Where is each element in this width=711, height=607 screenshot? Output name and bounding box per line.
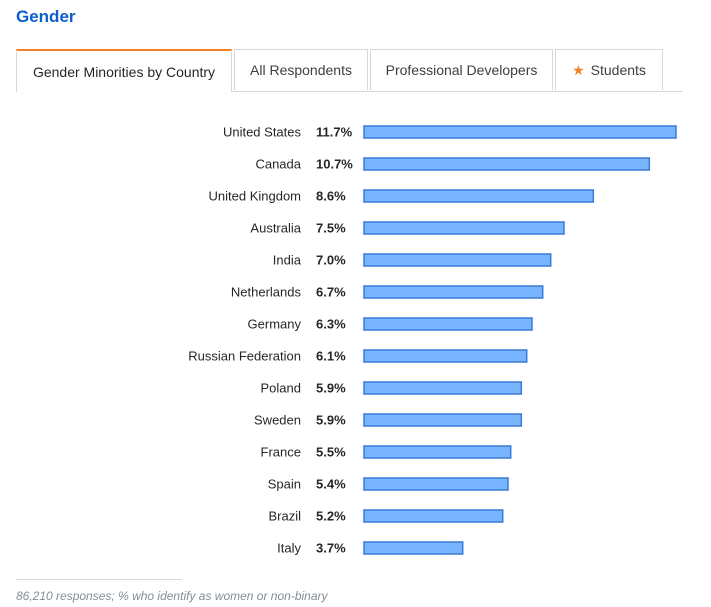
country-label-canada: Canada (255, 157, 301, 172)
bar-sweden (363, 413, 523, 427)
value-label-united-kingdom: 8.6% (316, 189, 346, 204)
country-label-brazil: Brazil (268, 509, 301, 524)
bar-chart: United States 11.7% Canada 10.7% United King… (188, 125, 677, 556)
tab-bar: Gender Minorities by Country All Respond… (16, 49, 683, 92)
bar-germany (363, 317, 533, 331)
country-label-sweden: Sweden (254, 413, 301, 428)
bar-brazil (363, 509, 504, 523)
bar-united-states (363, 125, 677, 139)
tab-label: Students (590, 62, 646, 78)
tab-professional-developers[interactable]: Professional Developers (370, 49, 553, 90)
bar-italy (363, 541, 464, 555)
bar-australia (363, 221, 565, 235)
footnote-divider (16, 579, 182, 580)
value-label-netherlands: 6.7% (316, 285, 346, 300)
bar-netherlands (363, 285, 544, 299)
bar-spain (363, 477, 509, 491)
value-label-brazil: 5.2% (316, 509, 346, 524)
bar-united-kingdom (363, 189, 595, 203)
bar-poland (363, 381, 523, 395)
value-label-canada: 10.7% (316, 157, 353, 172)
value-label-india: 7.0% (316, 253, 346, 268)
country-label-india: India (273, 253, 302, 268)
country-label-netherlands: Netherlands (231, 285, 302, 300)
tab-label: All Respondents (250, 62, 352, 78)
country-label-france: France (261, 445, 301, 460)
value-label-united-states: 11.7% (316, 125, 353, 140)
footnote: 86,210 responses; % who identify as wome… (16, 589, 328, 603)
star-icon: ★ (572, 61, 585, 78)
tab-gender-minorities-by-country[interactable]: Gender Minorities by Country (16, 49, 232, 92)
country-label-australia: Australia (250, 221, 301, 236)
tab-label: Gender Minorities by Country (32, 63, 216, 80)
value-label-italy: 3.7% (316, 541, 346, 556)
tab-all-respondents[interactable]: All Respondents (234, 49, 368, 90)
value-label-australia: 7.5% (316, 221, 346, 236)
country-label-italy: Italy (277, 541, 301, 556)
country-label-germany: Germany (248, 317, 302, 332)
bar-canada (363, 157, 651, 171)
value-label-sweden: 5.9% (316, 413, 346, 428)
value-label-russian-federation: 6.1% (316, 349, 346, 364)
country-label-russian-federation: Russian Federation (188, 349, 301, 364)
country-label-united-kingdom: United Kingdom (209, 189, 302, 204)
value-label-poland: 5.9% (316, 381, 346, 396)
bar-russian-federation (363, 349, 528, 363)
value-label-germany: 6.3% (316, 317, 346, 332)
tab-label: Professional Developers (385, 62, 538, 78)
bar-india (363, 253, 552, 267)
section-title: Gender (16, 7, 76, 26)
value-label-spain: 5.4% (316, 477, 346, 492)
value-label-france: 5.5% (316, 445, 346, 460)
country-label-united-states: United States (223, 125, 302, 140)
bar-france (363, 445, 512, 459)
tab-students[interactable]: ★ Students (555, 49, 663, 90)
country-label-poland: Poland (261, 381, 301, 396)
country-label-spain: Spain (268, 477, 301, 492)
